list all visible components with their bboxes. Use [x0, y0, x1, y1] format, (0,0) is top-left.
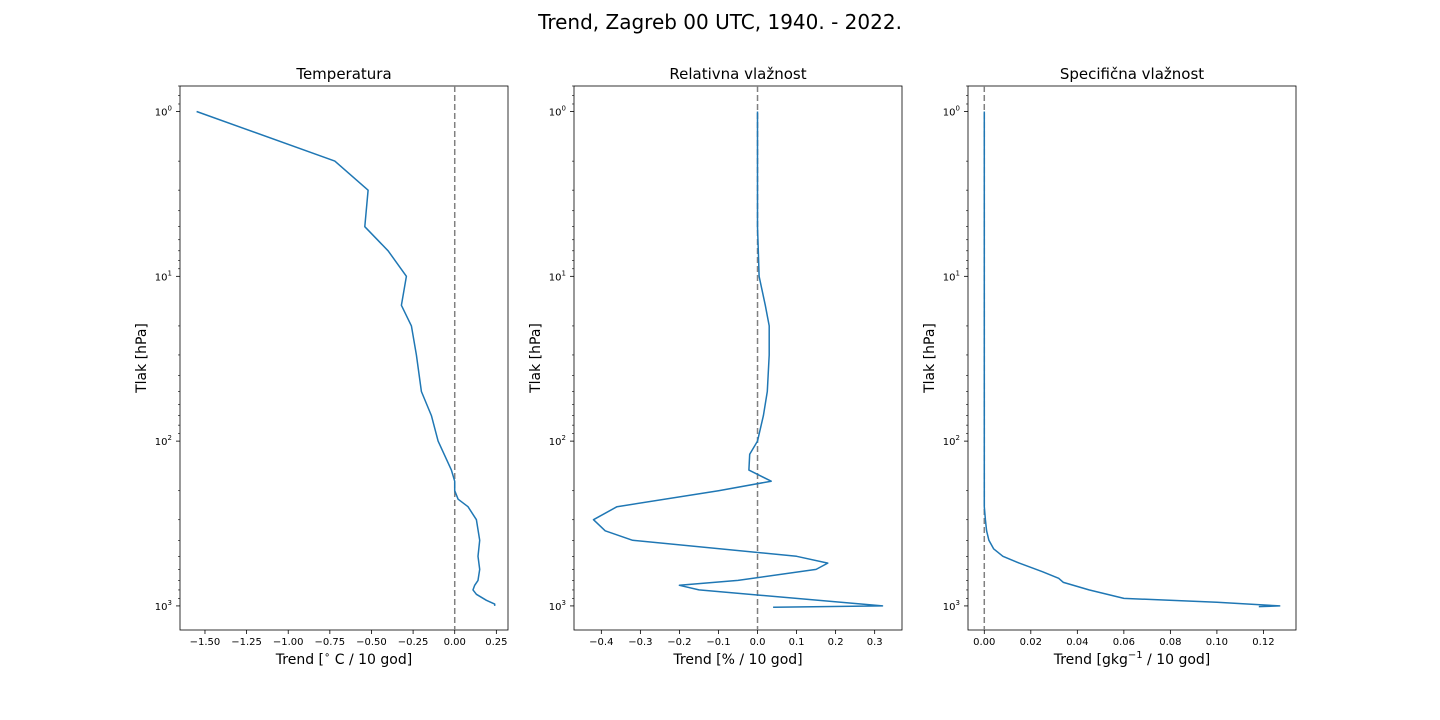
x-tick-label: −0.50: [356, 637, 387, 648]
panel-specificna-vlaznost: 0.00 0.02 0.04 0.06 0.08 0.10 0.12 100 101 102 103…: [922, 65, 1297, 668]
series-line: [983, 111, 1281, 608]
axes-title: Temperatura: [295, 65, 391, 83]
x-tick-label: 0.0: [750, 637, 766, 648]
x-tick-label: −1.25: [231, 637, 262, 648]
y-axis-label: Tlak [hPa]: [922, 323, 938, 394]
y-tick-label: 101: [943, 269, 960, 283]
x-tick-label: −1.00: [273, 637, 304, 648]
x-tick-label: 0.08: [1159, 637, 1181, 648]
figure-title: Trend, Zagreb 00 UTC, 1940. - 2022.: [538, 10, 902, 34]
x-tick-label: 0.12: [1252, 637, 1274, 648]
axes-frame: [573, 85, 903, 631]
axes-title: Specifična vlažnost: [1060, 65, 1204, 83]
x-axis-label: Trend [∘ C / 10 god]: [275, 650, 412, 668]
y-tick-label: 102: [155, 434, 172, 448]
x-tick-label: 0.2: [828, 637, 844, 648]
x-tick-label: −0.75: [315, 637, 346, 648]
y-axis-label: Tlak [hPa]: [528, 323, 544, 394]
axes-frame: [179, 85, 509, 631]
x-tick-label: 0.04: [1066, 637, 1088, 648]
panel-relativna-vlaznost: −0.4 −0.3 −0.2 −0.1 0.0 0.1 0.2 0.3 100 101 102 103…: [528, 65, 903, 668]
x-tick-label: 0.00: [973, 637, 995, 648]
x-tick-label: −1.50: [190, 637, 221, 648]
y-tick-label: 100: [943, 105, 960, 119]
panel-temperatura: −1.50 −1.25 −1.00 −0.75 −0.50 −0.25 0.00 0.25 10…: [134, 65, 509, 668]
y-axis-label: Tlak [hPa]: [134, 323, 150, 394]
x-tick-label: 0.1: [789, 637, 805, 648]
axes-frame: [967, 85, 1297, 631]
x-tick-label: 0.3: [867, 637, 883, 648]
x-tick-label: 0.25: [485, 637, 507, 648]
x-tick-label: −0.2: [667, 637, 691, 648]
x-tick-label: 0.06: [1113, 637, 1135, 648]
x-tick-label: −0.4: [589, 637, 613, 648]
x-tick-label: −0.25: [398, 637, 429, 648]
y-tick-label: 101: [155, 269, 172, 283]
y-tick-label: 103: [155, 599, 172, 613]
axes-title: Relativna vlažnost: [669, 65, 806, 83]
series-line: [592, 111, 884, 609]
x-tick-label: 0.00: [444, 637, 466, 648]
x-tick-label: −0.1: [706, 637, 730, 648]
y-tick-label: 102: [549, 434, 566, 448]
x-tick-label: −0.3: [628, 637, 652, 648]
y-tick-label: 101: [549, 269, 566, 283]
x-tick-label: 0.10: [1206, 637, 1228, 648]
y-tick-label: 102: [943, 434, 960, 448]
x-tick-label: 0.02: [1020, 637, 1042, 648]
x-axis-label: Trend [% / 10 god]: [672, 652, 802, 668]
series-line: [196, 110, 496, 606]
x-axis-label: Trend [gkg−1 / 10 god]: [1053, 650, 1211, 668]
y-tick-label: 100: [549, 105, 566, 119]
y-tick-label: 100: [155, 105, 172, 119]
y-tick-label: 103: [943, 599, 960, 613]
y-tick-label: 103: [549, 599, 566, 613]
